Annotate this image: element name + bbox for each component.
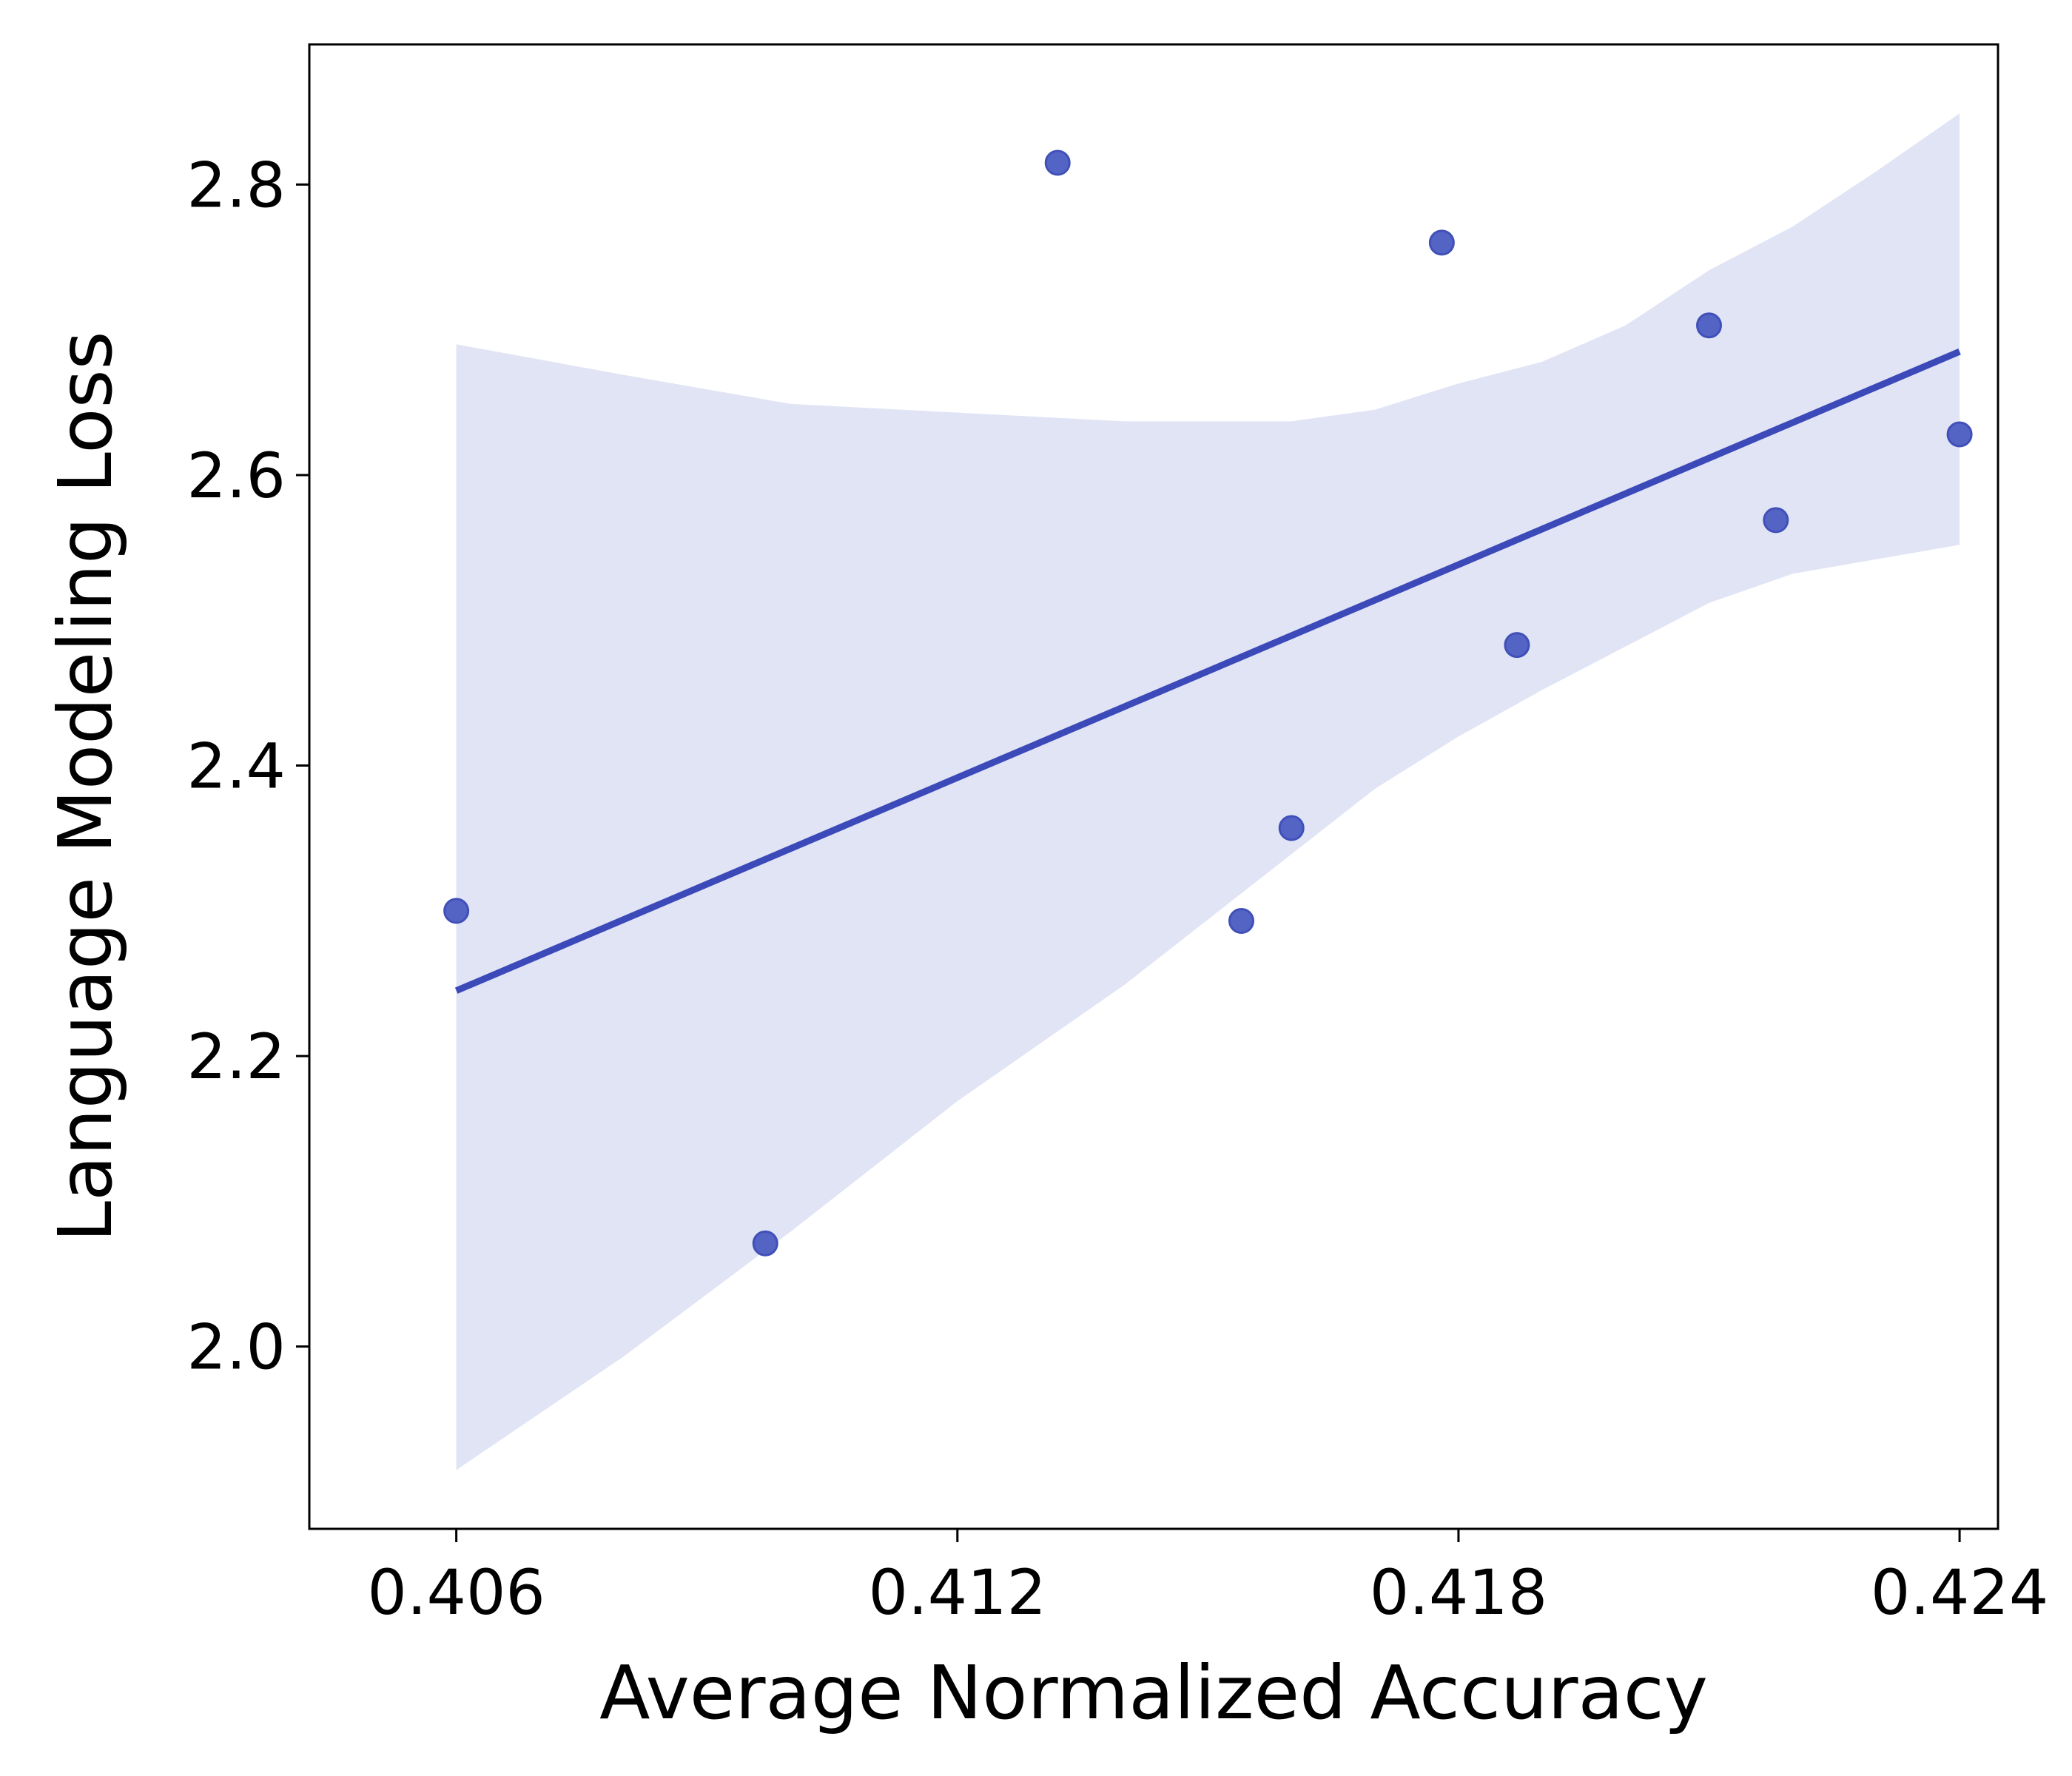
data-point bbox=[752, 1230, 778, 1257]
plot-area bbox=[308, 43, 1999, 1530]
y-axis-title: Language Modeling Loss bbox=[42, 331, 129, 1242]
data-point bbox=[1428, 229, 1455, 256]
y-tick-label: 2.4 bbox=[186, 730, 286, 803]
x-axis-ticks: 0.406 0.412 0.418 0.424 bbox=[367, 1529, 2048, 1629]
x-tick-label: 0.424 bbox=[1871, 1556, 2048, 1629]
data-point bbox=[1278, 815, 1305, 841]
data-points bbox=[443, 149, 1973, 1257]
data-point bbox=[443, 898, 470, 924]
data-point bbox=[1228, 908, 1255, 935]
data-point bbox=[1044, 149, 1071, 176]
x-tick-label: 0.412 bbox=[869, 1556, 1046, 1629]
y-tick-label: 2.6 bbox=[186, 440, 286, 512]
y-axis-ticks: 2.0 2.2 2.4 2.6 2.8 bbox=[186, 149, 309, 1384]
data-point bbox=[1504, 632, 1530, 659]
y-tick-label: 2.2 bbox=[186, 1020, 286, 1093]
y-tick-label: 2.0 bbox=[186, 1311, 286, 1384]
x-tick-label: 0.406 bbox=[367, 1556, 545, 1629]
y-tick-label: 2.8 bbox=[186, 149, 286, 221]
x-axis-title: Average Normalized Accuracy bbox=[599, 1649, 1708, 1736]
x-tick-label: 0.418 bbox=[1370, 1556, 1547, 1629]
regression-line bbox=[454, 348, 1961, 994]
data-point bbox=[1763, 507, 1789, 534]
axes-frame bbox=[308, 43, 1999, 1530]
data-point bbox=[1696, 312, 1723, 339]
data-point bbox=[1946, 421, 1973, 448]
confidence-band bbox=[456, 113, 1960, 1470]
